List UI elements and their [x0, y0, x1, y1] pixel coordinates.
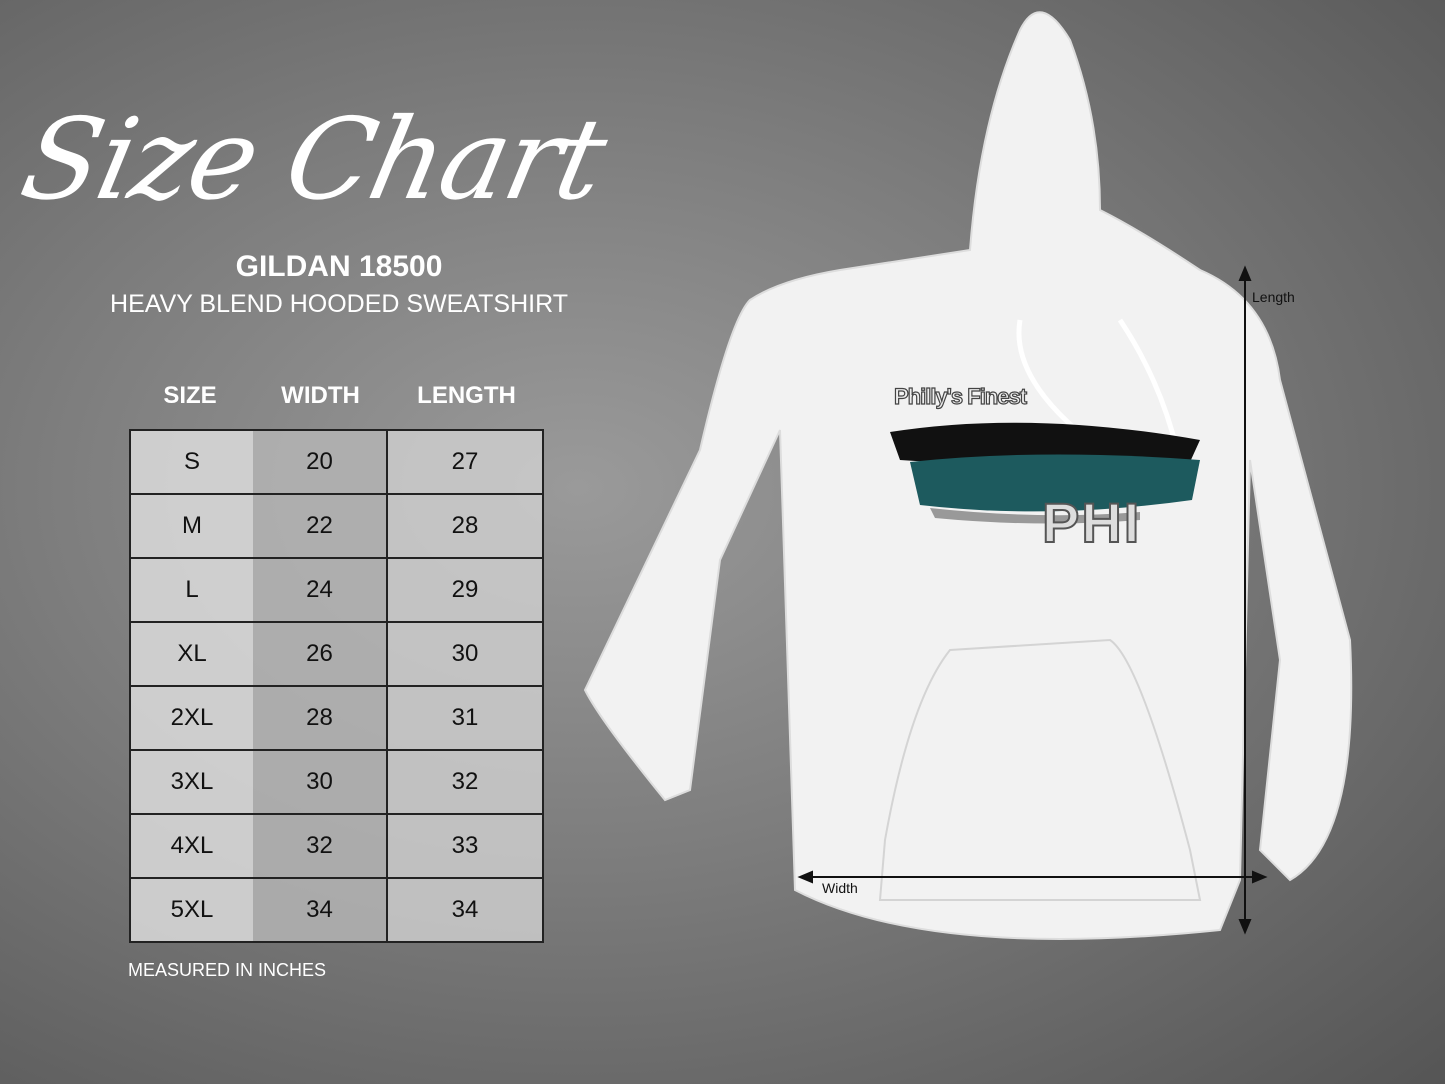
- width-cell: 20: [253, 429, 388, 495]
- size-cell: M: [129, 493, 253, 559]
- width-cell: 22: [253, 493, 388, 559]
- print-logo: PHI: [1041, 490, 1142, 555]
- length-cell: 32: [386, 749, 544, 815]
- header-length: LENGTH: [417, 382, 516, 409]
- table-row: L 24 29: [129, 557, 544, 623]
- length-cell: 33: [386, 813, 544, 879]
- size-cell: 4XL: [129, 813, 253, 879]
- table-row: S 20 27: [129, 429, 544, 495]
- width-cell: 28: [253, 685, 388, 751]
- product-name: HEAVY BLEND HOODED SWEATSHIRT: [110, 290, 568, 318]
- size-cell: 5XL: [129, 877, 253, 943]
- table-row: XL 26 30: [129, 621, 544, 687]
- length-cell: 31: [386, 685, 544, 751]
- table-row: M 22 28: [129, 493, 544, 559]
- length-cell: 28: [386, 493, 544, 559]
- table-row: 2XL 28 31: [129, 685, 544, 751]
- brush-strokes: [890, 422, 1200, 524]
- width-label: Width: [822, 880, 858, 896]
- size-chart-title: Size Chart: [11, 95, 616, 225]
- hoodie-image: [583, 11, 1353, 940]
- length-label: Length: [1252, 289, 1295, 305]
- print-text: Philly's Finest: [893, 383, 1027, 409]
- width-cell: 32: [253, 813, 388, 879]
- width-cell: 26: [253, 621, 388, 687]
- table-row: 3XL 30 32: [129, 749, 544, 815]
- table-row: 4XL 32 33: [129, 813, 544, 879]
- header-size: SIZE: [163, 382, 217, 409]
- width-cell: 24: [253, 557, 388, 623]
- size-cell: XL: [129, 621, 253, 687]
- size-cell: L: [129, 557, 253, 623]
- size-cell: 3XL: [129, 749, 253, 815]
- length-cell: 30: [386, 621, 544, 687]
- width-cell: 34: [253, 877, 388, 943]
- size-table: S 20 27 M 22 28 L 24 29 XL 26 30 2XL 28 31 3XL 30 32 4XL 32…: [129, 429, 544, 943]
- table-row: 5XL 34 34: [129, 877, 544, 943]
- length-cell: 29: [386, 557, 544, 623]
- length-cell: 34: [386, 877, 544, 943]
- header-width: WIDTH: [281, 382, 360, 409]
- measurement-arrows: [797, 265, 1268, 935]
- brand-model: GILDAN 18500: [235, 250, 443, 283]
- width-cell: 30: [253, 749, 388, 815]
- measurement-note: MEASURED IN INCHES: [128, 960, 327, 980]
- size-cell: 2XL: [129, 685, 253, 751]
- length-cell: 27: [386, 429, 544, 495]
- size-cell: S: [129, 429, 253, 495]
